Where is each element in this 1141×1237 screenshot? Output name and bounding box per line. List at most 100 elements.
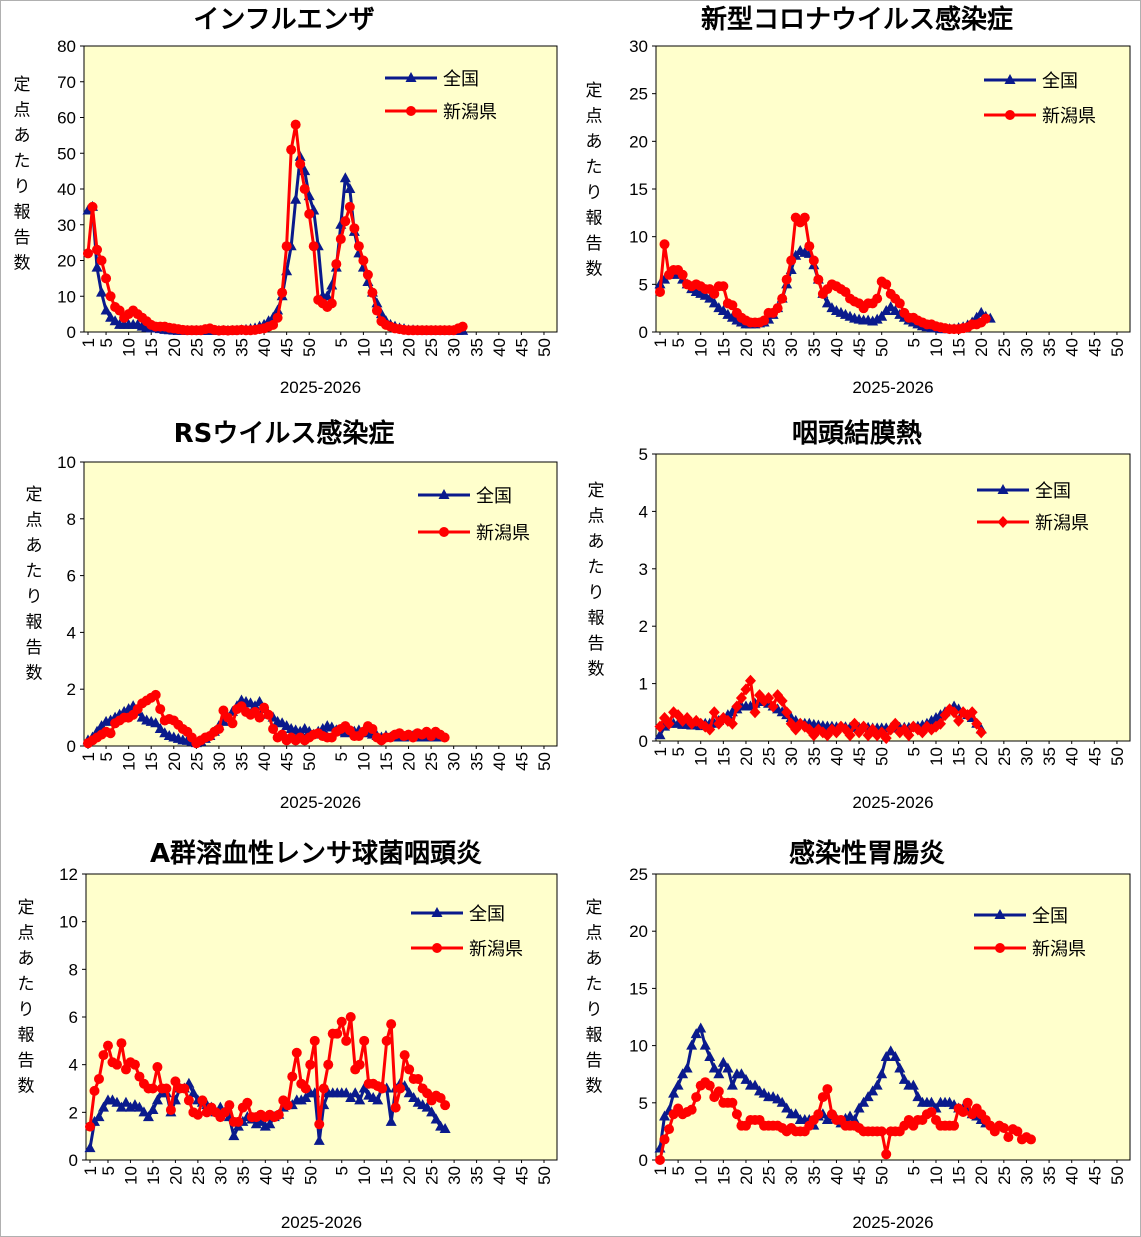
data-point (817, 1092, 828, 1103)
y-axis-label: 定点あたり報告数 (18, 898, 35, 1097)
x-tick-label: 10 (692, 747, 711, 766)
x-tick-label: 25 (995, 747, 1014, 766)
x-tick-label: 10 (692, 338, 711, 357)
x-tick-label: 20 (737, 338, 756, 357)
data-point (147, 1083, 158, 1094)
y-tick-label: 25 (629, 865, 648, 884)
data-point (268, 723, 279, 734)
x-tick-label: 30 (1017, 338, 1036, 357)
data-point (308, 241, 319, 252)
data-point (228, 1130, 240, 1141)
x-axis-label: 2025-2026 (852, 378, 933, 397)
x-tick-label: 15 (950, 338, 969, 357)
x-tick-label: 10 (120, 752, 139, 771)
x-tick-label: 50 (535, 752, 554, 771)
x-tick-label: 1 (79, 338, 98, 347)
y-tick-label: 2 (69, 1103, 78, 1122)
data-point (894, 1062, 906, 1073)
x-tick-label: 10 (927, 747, 946, 766)
data-point (871, 313, 883, 324)
series-niigata (654, 674, 987, 745)
x-tick-label: 1 (651, 338, 670, 347)
data-point (744, 674, 756, 687)
x-tick-label: 1 (79, 752, 98, 761)
data-point (695, 1022, 707, 1033)
data-point (179, 1083, 190, 1094)
data-point (93, 1073, 104, 1084)
x-tick-label: 50 (1108, 338, 1127, 357)
data-point (457, 321, 468, 332)
chart-title: RSウイルス感染症 (174, 418, 395, 449)
x-tick-label: 50 (300, 338, 319, 357)
data-point (781, 1102, 793, 1113)
data-point (345, 1012, 356, 1022)
x-tick-label: 35 (805, 338, 824, 357)
data-point (953, 714, 965, 727)
legend-label: 新潟県 (1032, 939, 1086, 960)
y-tick-label: 0 (67, 737, 76, 756)
data-point (84, 1142, 96, 1153)
data-point (318, 1083, 329, 1094)
data-point (344, 201, 355, 212)
data-point (150, 689, 161, 700)
x-tick-label: 30 (782, 747, 801, 766)
data-point (314, 1119, 325, 1130)
data-point (1025, 1134, 1036, 1145)
x-tick-label: 25 (187, 752, 206, 771)
data-point (439, 1123, 451, 1134)
data-point (83, 248, 93, 259)
data-point (403, 1087, 415, 1098)
legend-marker (997, 484, 1009, 494)
data-point (881, 279, 892, 290)
data-point (686, 1039, 698, 1050)
x-tick-label: 20 (737, 747, 756, 766)
x-tick-label: 40 (1063, 1166, 1082, 1185)
data-point (808, 255, 819, 266)
x-tick-label: 30 (445, 1166, 464, 1185)
x-tick-label: 40 (256, 1166, 275, 1185)
data-point (224, 1100, 235, 1111)
x-tick-label: 15 (950, 1166, 969, 1185)
data-point (372, 1094, 384, 1105)
data-point (341, 1035, 352, 1046)
data-point (709, 288, 720, 299)
x-tick-label: 40 (827, 747, 846, 766)
data-point (677, 1068, 689, 1079)
x-tick-label: 45 (1085, 338, 1104, 357)
data-point (100, 304, 112, 315)
x-tick-label: 50 (873, 338, 892, 357)
x-tick-label: 10 (354, 752, 373, 771)
legend-marker (406, 106, 416, 116)
data-point (740, 683, 752, 696)
data-point (161, 1083, 172, 1094)
x-tick-label: 40 (827, 1166, 846, 1185)
x-tick-label: 15 (142, 338, 161, 357)
data-point (96, 286, 108, 297)
y-tick-label: 4 (69, 1056, 78, 1075)
data-point (713, 1068, 725, 1079)
y-tick-label: 80 (57, 37, 76, 56)
data-point (727, 1097, 738, 1108)
data-point (213, 723, 224, 734)
data-point (422, 1088, 433, 1099)
data-point (299, 184, 310, 194)
data-point (129, 1059, 140, 1070)
data-point (430, 1113, 442, 1124)
data-point (821, 297, 833, 308)
legend-label: 全国 (469, 904, 505, 925)
legend-marker (431, 907, 443, 917)
data-point (421, 1101, 433, 1112)
data-point (668, 1087, 680, 1098)
data-point (677, 269, 688, 280)
x-tick-label: 20 (972, 338, 991, 357)
x-tick-label: 10 (121, 1166, 140, 1185)
chart-title: 感染性胃腸炎 (789, 839, 945, 869)
x-tick-label: 15 (378, 1166, 397, 1185)
y-tick-label: 0 (67, 323, 76, 342)
data-point (354, 1059, 365, 1070)
data-point (731, 1109, 742, 1120)
y-tick-label: 2 (639, 617, 648, 636)
